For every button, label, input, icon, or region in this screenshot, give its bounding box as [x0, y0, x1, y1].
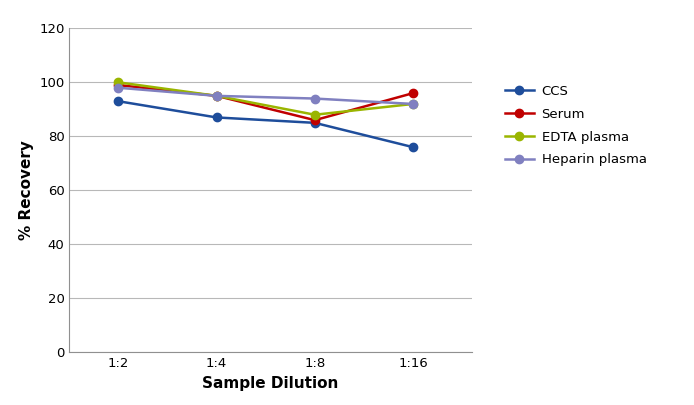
Line: CCS: CCS: [115, 97, 417, 151]
Serum: [311, 118, 319, 123]
Heparin plasma: [409, 102, 417, 107]
Line: EDTA plasma: EDTA plasma: [115, 78, 417, 119]
CCS: [311, 120, 319, 125]
Serum: [409, 91, 417, 96]
Legend: CCS, Serum, EDTA plasma, Heparin plasma: CCS, Serum, EDTA plasma, Heparin plasma: [500, 79, 652, 172]
CCS: [212, 115, 221, 120]
EDTA plasma: [212, 94, 221, 98]
Heparin plasma: [311, 96, 319, 101]
X-axis label: Sample Dilution: Sample Dilution: [203, 376, 339, 391]
Line: Heparin plasma: Heparin plasma: [115, 83, 417, 108]
Heparin plasma: [212, 94, 221, 98]
Y-axis label: % Recovery: % Recovery: [19, 141, 33, 240]
EDTA plasma: [115, 80, 123, 85]
Serum: [212, 94, 221, 98]
EDTA plasma: [409, 102, 417, 107]
CCS: [409, 145, 417, 149]
Serum: [115, 83, 123, 87]
EDTA plasma: [311, 112, 319, 117]
Heparin plasma: [115, 85, 123, 90]
Line: Serum: Serum: [115, 81, 417, 124]
CCS: [115, 99, 123, 104]
